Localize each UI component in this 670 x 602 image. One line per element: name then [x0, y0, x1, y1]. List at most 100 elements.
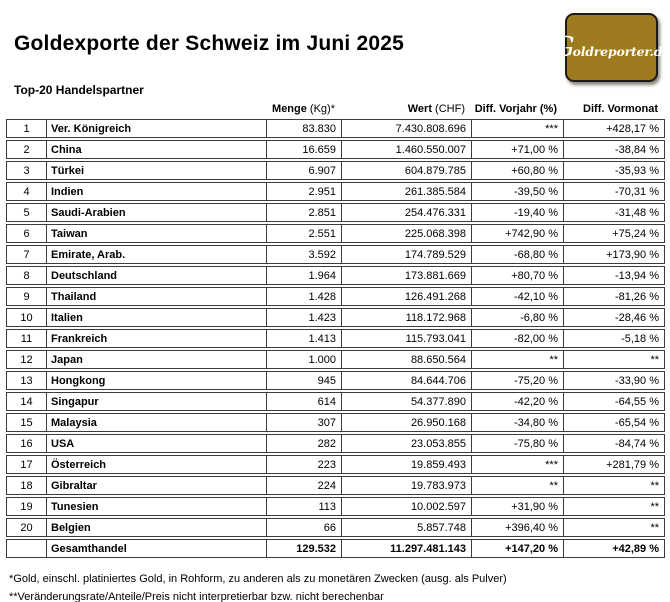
total-row: Gesamthandel 129.532 11.297.481.143 +147,20… — [6, 539, 665, 558]
cell-vorjahr: -82,00 % — [471, 330, 563, 347]
cell-vorjahr: -42,20 % — [471, 393, 563, 410]
table-row: 8 Deutschland 1.964 173.881.669 +80,70 % -13,… — [6, 266, 665, 285]
column-header-wert-normal: (CHF) — [432, 103, 465, 115]
cell-wert: 88.650.564 — [341, 351, 471, 368]
cell-vormonat: -70,31 % — [563, 183, 664, 200]
table-body: 1 Ver. Königreich 83.830 7.430.808.696 *** +4… — [6, 119, 670, 558]
cell-wert: 126.491.268 — [341, 288, 471, 305]
table-row: 11 Frankreich 1.413 115.793.041 -82,00 % -5,1… — [6, 329, 665, 348]
footnote-1: *Gold, einschl. platiniertes Gold, in Ro… — [9, 573, 507, 585]
cell-wert: 19.859.493 — [341, 456, 471, 473]
cell-wert: 604.879.785 — [341, 162, 471, 179]
table-row: 19 Tunesien 113 10.002.597 +31,90 % ** — [6, 497, 665, 516]
table-row: 18 Gibraltar 224 19.783.973 ** ** — [6, 476, 665, 495]
cell-menge: 1.423 — [266, 309, 341, 326]
cell-rank: 7 — [23, 248, 30, 261]
cell-rank: 11 — [20, 332, 33, 345]
cell-rank: 10 — [20, 311, 33, 324]
cell-vorjahr: -19,40 % — [471, 204, 563, 221]
table-row: 20 Belgien 66 5.857.748 +396,40 % ** — [6, 518, 665, 537]
table-row: 12 Japan 1.000 88.650.564 ** ** — [6, 350, 665, 369]
cell-vorjahr: -68,80 % — [471, 246, 563, 263]
cell-country: Gibraltar — [46, 477, 266, 494]
cell-menge: 282 — [266, 435, 341, 452]
column-header-row: Menge (Kg)* Wert (CHF) Diff. Vorjahr (%)… — [6, 103, 663, 116]
table-row: 13 Hongkong 945 84.644.706 -75,20 % -33,90 % — [6, 371, 665, 390]
table-row: 4 Indien 2.951 261.385.584 -39,50 % -70,31 % — [6, 182, 665, 201]
cell-wert: 11.297.481.143 — [341, 540, 471, 557]
cell-menge: 3.592 — [266, 246, 341, 263]
cell-vorjahr: +396,40 % — [471, 519, 563, 536]
cell-vormonat: -81,26 % — [563, 288, 664, 305]
cell-vorjahr: ** — [471, 477, 563, 494]
table-row: 14 Singapur 614 54.377.890 -42,20 % -64,55 % — [6, 392, 665, 411]
cell-rank: 13 — [20, 374, 33, 387]
cell-vormonat: -13,94 % — [563, 267, 664, 284]
cell-vormonat: -65,54 % — [563, 414, 664, 431]
table-row: 5 Saudi-Arabien 2.851 254.476.331 -19,40 % -3… — [6, 203, 665, 222]
cell-rank: 4 — [23, 185, 30, 198]
cell-menge: 113 — [266, 498, 341, 515]
cell-wert: 84.644.706 — [341, 372, 471, 389]
cell-wert: 5.857.748 — [341, 519, 471, 536]
cell-wert: 10.002.597 — [341, 498, 471, 515]
table-row: 17 Österreich 223 19.859.493 *** +281,79 % — [6, 455, 665, 474]
cell-country: Hongkong — [46, 372, 266, 389]
cell-country: Frankreich — [46, 330, 266, 347]
cell-vormonat: +428,17 % — [563, 120, 664, 137]
cell-vorjahr: +80,70 % — [471, 267, 563, 284]
cell-vormonat: +281,79 % — [563, 456, 664, 473]
cell-wert: 261.385.584 — [341, 183, 471, 200]
cell-country: USA — [46, 435, 266, 452]
cell-rank: 17 — [20, 458, 33, 471]
cell-rank: 5 — [23, 206, 30, 219]
subtitle: Top-20 Handelspartner — [14, 83, 144, 97]
cell-rank: 2 — [23, 143, 30, 156]
cell-vormonat: -38,84 % — [563, 141, 664, 158]
cell-wert: 7.430.808.696 — [341, 120, 471, 137]
cell-vorjahr: -42,10 % — [471, 288, 563, 305]
cell-country: Türkei — [46, 162, 266, 179]
cell-country: Saudi-Arabien — [46, 204, 266, 221]
cell-rank: 8 — [23, 269, 30, 282]
cell-menge: 2.851 — [266, 204, 341, 221]
cell-rank: 14 — [20, 395, 33, 408]
column-header-diff-vorjahr-bold: Diff. Vorjahr (%) — [474, 103, 557, 115]
cell-vormonat: -31,48 % — [563, 204, 664, 221]
cell-menge: 83.830 — [266, 120, 341, 137]
cell-country: Emirate, Arab. — [46, 246, 266, 263]
logo-rest: oldreporter.de — [572, 44, 670, 59]
cell-menge: 1.964 — [266, 267, 341, 284]
cell-rank: 12 — [20, 353, 33, 366]
cell-country: Deutschland — [46, 267, 266, 284]
cell-rank: 9 — [23, 290, 30, 303]
cell-menge: 129.532 — [266, 540, 341, 557]
goldreporter-logo: Goldreporter.de — [553, 13, 670, 82]
cell-vormonat: ** — [563, 519, 664, 536]
cell-vorjahr: *** — [471, 456, 563, 473]
cell-vorjahr: -75,20 % — [471, 372, 563, 389]
cell-menge: 1.413 — [266, 330, 341, 347]
cell-vorjahr: -39,50 % — [471, 183, 563, 200]
cell-wert: 118.172.968 — [341, 309, 471, 326]
table-row: 7 Emirate, Arab. 3.592 174.789.529 -68,80 % +… — [6, 245, 665, 264]
cell-vormonat: -33,90 % — [563, 372, 664, 389]
cell-menge: 1.000 — [266, 351, 341, 368]
cell-vorjahr: +742,90 % — [471, 225, 563, 242]
cell-vorjahr: -34,80 % — [471, 414, 563, 431]
cell-menge: 945 — [266, 372, 341, 389]
cell-vormonat: -5,18 % — [563, 330, 664, 347]
cell-vormonat: +173,90 % — [563, 246, 664, 263]
cell-vormonat: -35,93 % — [563, 162, 664, 179]
cell-vorjahr: +60,80 % — [471, 162, 563, 179]
cell-vorjahr: -75,80 % — [471, 435, 563, 452]
cell-vormonat: +75,24 % — [563, 225, 664, 242]
footnote-2: **Veränderungsrate/Anteile/Preis nicht i… — [9, 591, 384, 602]
cell-menge: 2.551 — [266, 225, 341, 242]
cell-rank — [7, 540, 46, 557]
cell-menge: 66 — [266, 519, 341, 536]
cell-country: Österreich — [46, 456, 266, 473]
table-row: 1 Ver. Königreich 83.830 7.430.808.696 *** +4… — [6, 119, 665, 138]
cell-menge: 16.659 — [266, 141, 341, 158]
cell-wert: 54.377.890 — [341, 393, 471, 410]
